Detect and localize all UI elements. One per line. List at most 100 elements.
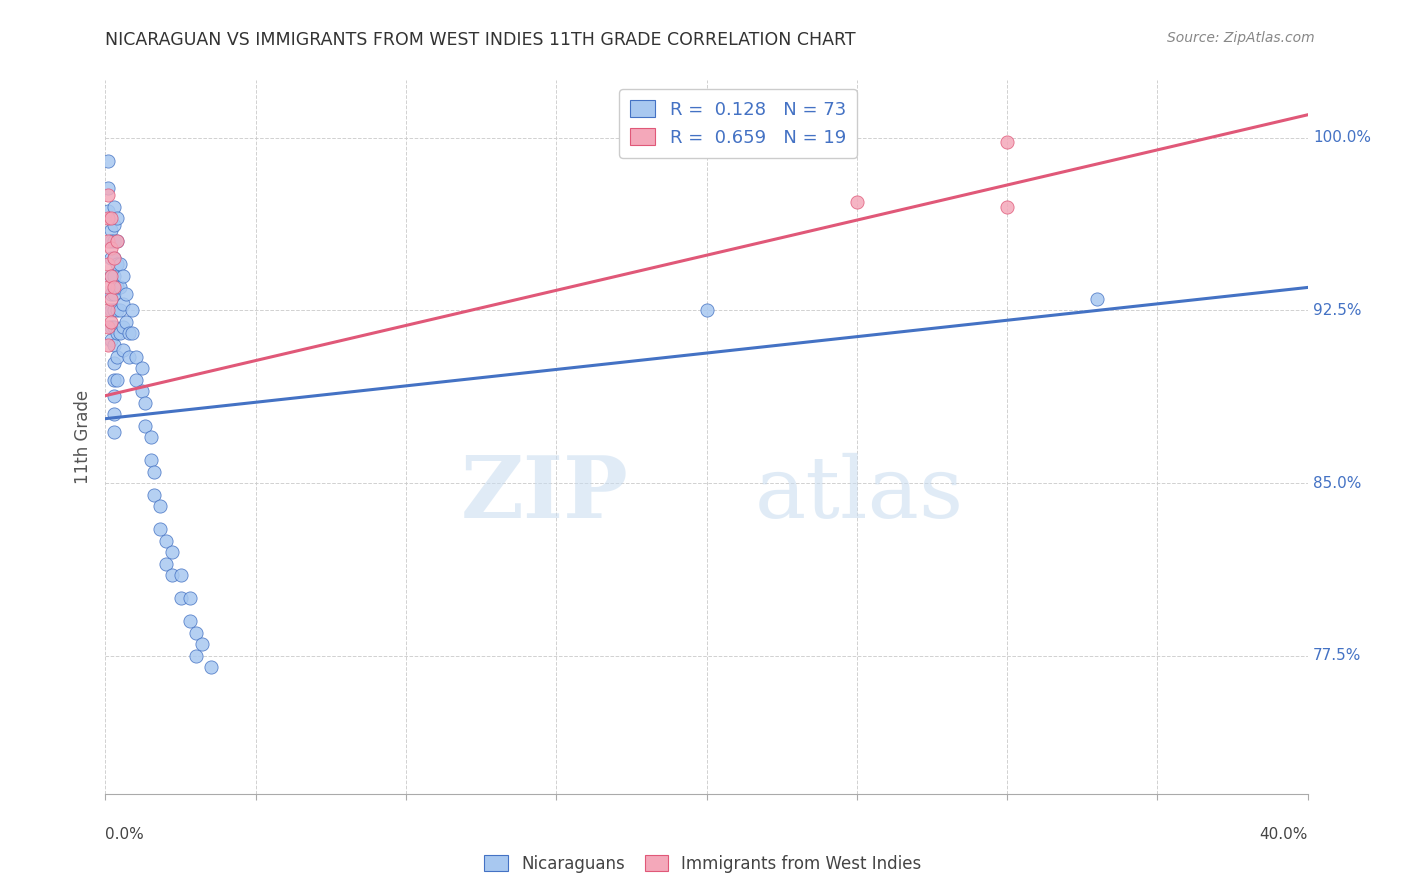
- Point: [100, 211, 122, 226]
- Point: [97, 257, 120, 271]
- Point: [115, 287, 138, 301]
- Point: [103, 425, 125, 440]
- Point: [100, 334, 122, 348]
- Point: [103, 319, 125, 334]
- Point: [169, 568, 191, 582]
- Point: [179, 614, 201, 628]
- Point: [107, 372, 129, 386]
- Point: [100, 268, 122, 283]
- Text: 40.0%: 40.0%: [1260, 827, 1308, 841]
- Point: [107, 235, 129, 249]
- Point: [103, 251, 125, 265]
- Point: [112, 268, 135, 283]
- Point: [97, 181, 120, 195]
- Point: [160, 568, 183, 582]
- Point: [118, 326, 141, 341]
- Point: [169, 591, 191, 606]
- Y-axis label: 11th Grade: 11th Grade: [75, 390, 93, 484]
- Point: [100, 292, 122, 306]
- Point: [107, 303, 129, 318]
- Point: [139, 453, 162, 467]
- Point: [97, 211, 120, 226]
- Point: [118, 350, 141, 364]
- Point: [103, 303, 125, 318]
- Point: [190, 637, 212, 651]
- Point: [100, 268, 122, 283]
- Point: [148, 499, 170, 513]
- Point: [103, 356, 125, 370]
- Point: [110, 280, 132, 294]
- Point: [100, 235, 122, 249]
- Point: [115, 315, 138, 329]
- Point: [148, 522, 170, 536]
- Legend: R =  0.128   N = 73, R =  0.659   N = 19: R = 0.128 N = 73, R = 0.659 N = 19: [620, 89, 858, 158]
- Point: [97, 235, 120, 249]
- Point: [97, 204, 120, 219]
- Point: [696, 303, 718, 318]
- Point: [97, 153, 120, 168]
- Point: [1085, 292, 1108, 306]
- Point: [107, 257, 129, 271]
- Point: [200, 660, 222, 674]
- Point: [100, 241, 122, 255]
- Point: [103, 280, 125, 294]
- Point: [160, 545, 183, 559]
- Point: [131, 384, 153, 398]
- Point: [845, 195, 868, 210]
- Text: NICARAGUAN VS IMMIGRANTS FROM WEST INDIES 11TH GRADE CORRELATION CHART: NICARAGUAN VS IMMIGRANTS FROM WEST INDIE…: [105, 31, 856, 49]
- Point: [103, 407, 125, 421]
- Point: [112, 296, 135, 310]
- Point: [97, 280, 120, 294]
- Legend: Nicaraguans, Immigrants from West Indies: Nicaraguans, Immigrants from West Indies: [478, 848, 928, 880]
- Point: [124, 350, 146, 364]
- Point: [107, 326, 129, 341]
- Point: [103, 338, 125, 352]
- Point: [103, 219, 125, 233]
- Point: [110, 326, 132, 341]
- Point: [100, 315, 122, 329]
- Point: [124, 372, 146, 386]
- Point: [103, 268, 125, 283]
- Point: [107, 350, 129, 364]
- Point: [107, 235, 129, 249]
- Point: [100, 287, 122, 301]
- Point: [100, 319, 122, 334]
- Point: [100, 251, 122, 265]
- Point: [107, 280, 129, 294]
- Point: [134, 395, 156, 409]
- Text: ZIP: ZIP: [461, 452, 628, 536]
- Point: [103, 389, 125, 403]
- Point: [100, 303, 122, 318]
- Point: [103, 251, 125, 265]
- Point: [139, 430, 162, 444]
- Text: 92.5%: 92.5%: [1313, 303, 1361, 318]
- Point: [134, 418, 156, 433]
- Point: [97, 188, 120, 202]
- Text: atlas: atlas: [755, 452, 963, 536]
- Text: 0.0%: 0.0%: [105, 827, 145, 841]
- Point: [110, 257, 132, 271]
- Point: [184, 648, 207, 663]
- Point: [131, 361, 153, 376]
- Point: [184, 625, 207, 640]
- Point: [103, 372, 125, 386]
- Point: [121, 303, 143, 318]
- Point: [97, 338, 120, 352]
- Point: [995, 136, 1018, 150]
- Point: [121, 326, 143, 341]
- Point: [112, 343, 135, 357]
- Point: [112, 319, 135, 334]
- Point: [100, 223, 122, 237]
- Text: 100.0%: 100.0%: [1313, 130, 1371, 145]
- Point: [103, 235, 125, 249]
- Point: [142, 465, 165, 479]
- Point: [142, 488, 165, 502]
- Point: [103, 287, 125, 301]
- Point: [110, 303, 132, 318]
- Point: [155, 557, 177, 571]
- Point: [107, 211, 129, 226]
- Point: [97, 319, 120, 334]
- Point: [179, 591, 201, 606]
- Point: [995, 200, 1018, 214]
- Text: 77.5%: 77.5%: [1313, 648, 1361, 664]
